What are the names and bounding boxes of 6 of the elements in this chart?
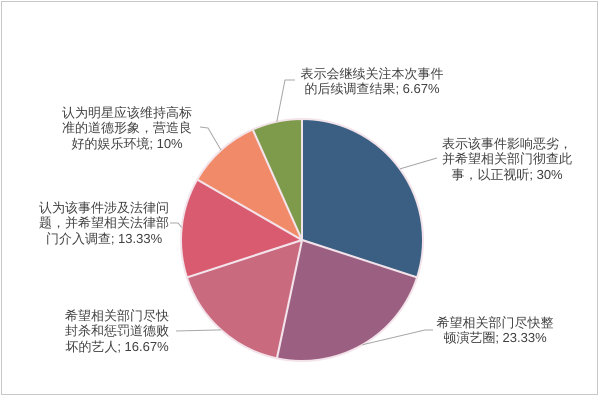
- slice-label: 希望相关部门尽快封杀和惩罚道德败坏的艺人; 16.67%: [64, 308, 170, 354]
- slice-label: 认为明星应该维持高标准的道德形象，营造良好的娱乐环境; 10%: [61, 104, 193, 151]
- slice-label: 表示会继续关注本次事件的后续调查结果; 6.67%: [300, 66, 444, 96]
- slice-label: 希望相关部门尽快整顿演艺圈; 23.33%: [436, 314, 554, 346]
- slice-label: 认为该事件涉及法律问题，并希望相关法律部门介入调查; 13.33%: [38, 200, 170, 246]
- slice-label: 表示该事件影响恶劣，并希望相关部门彻查此事，以正视听; 30%: [441, 136, 573, 182]
